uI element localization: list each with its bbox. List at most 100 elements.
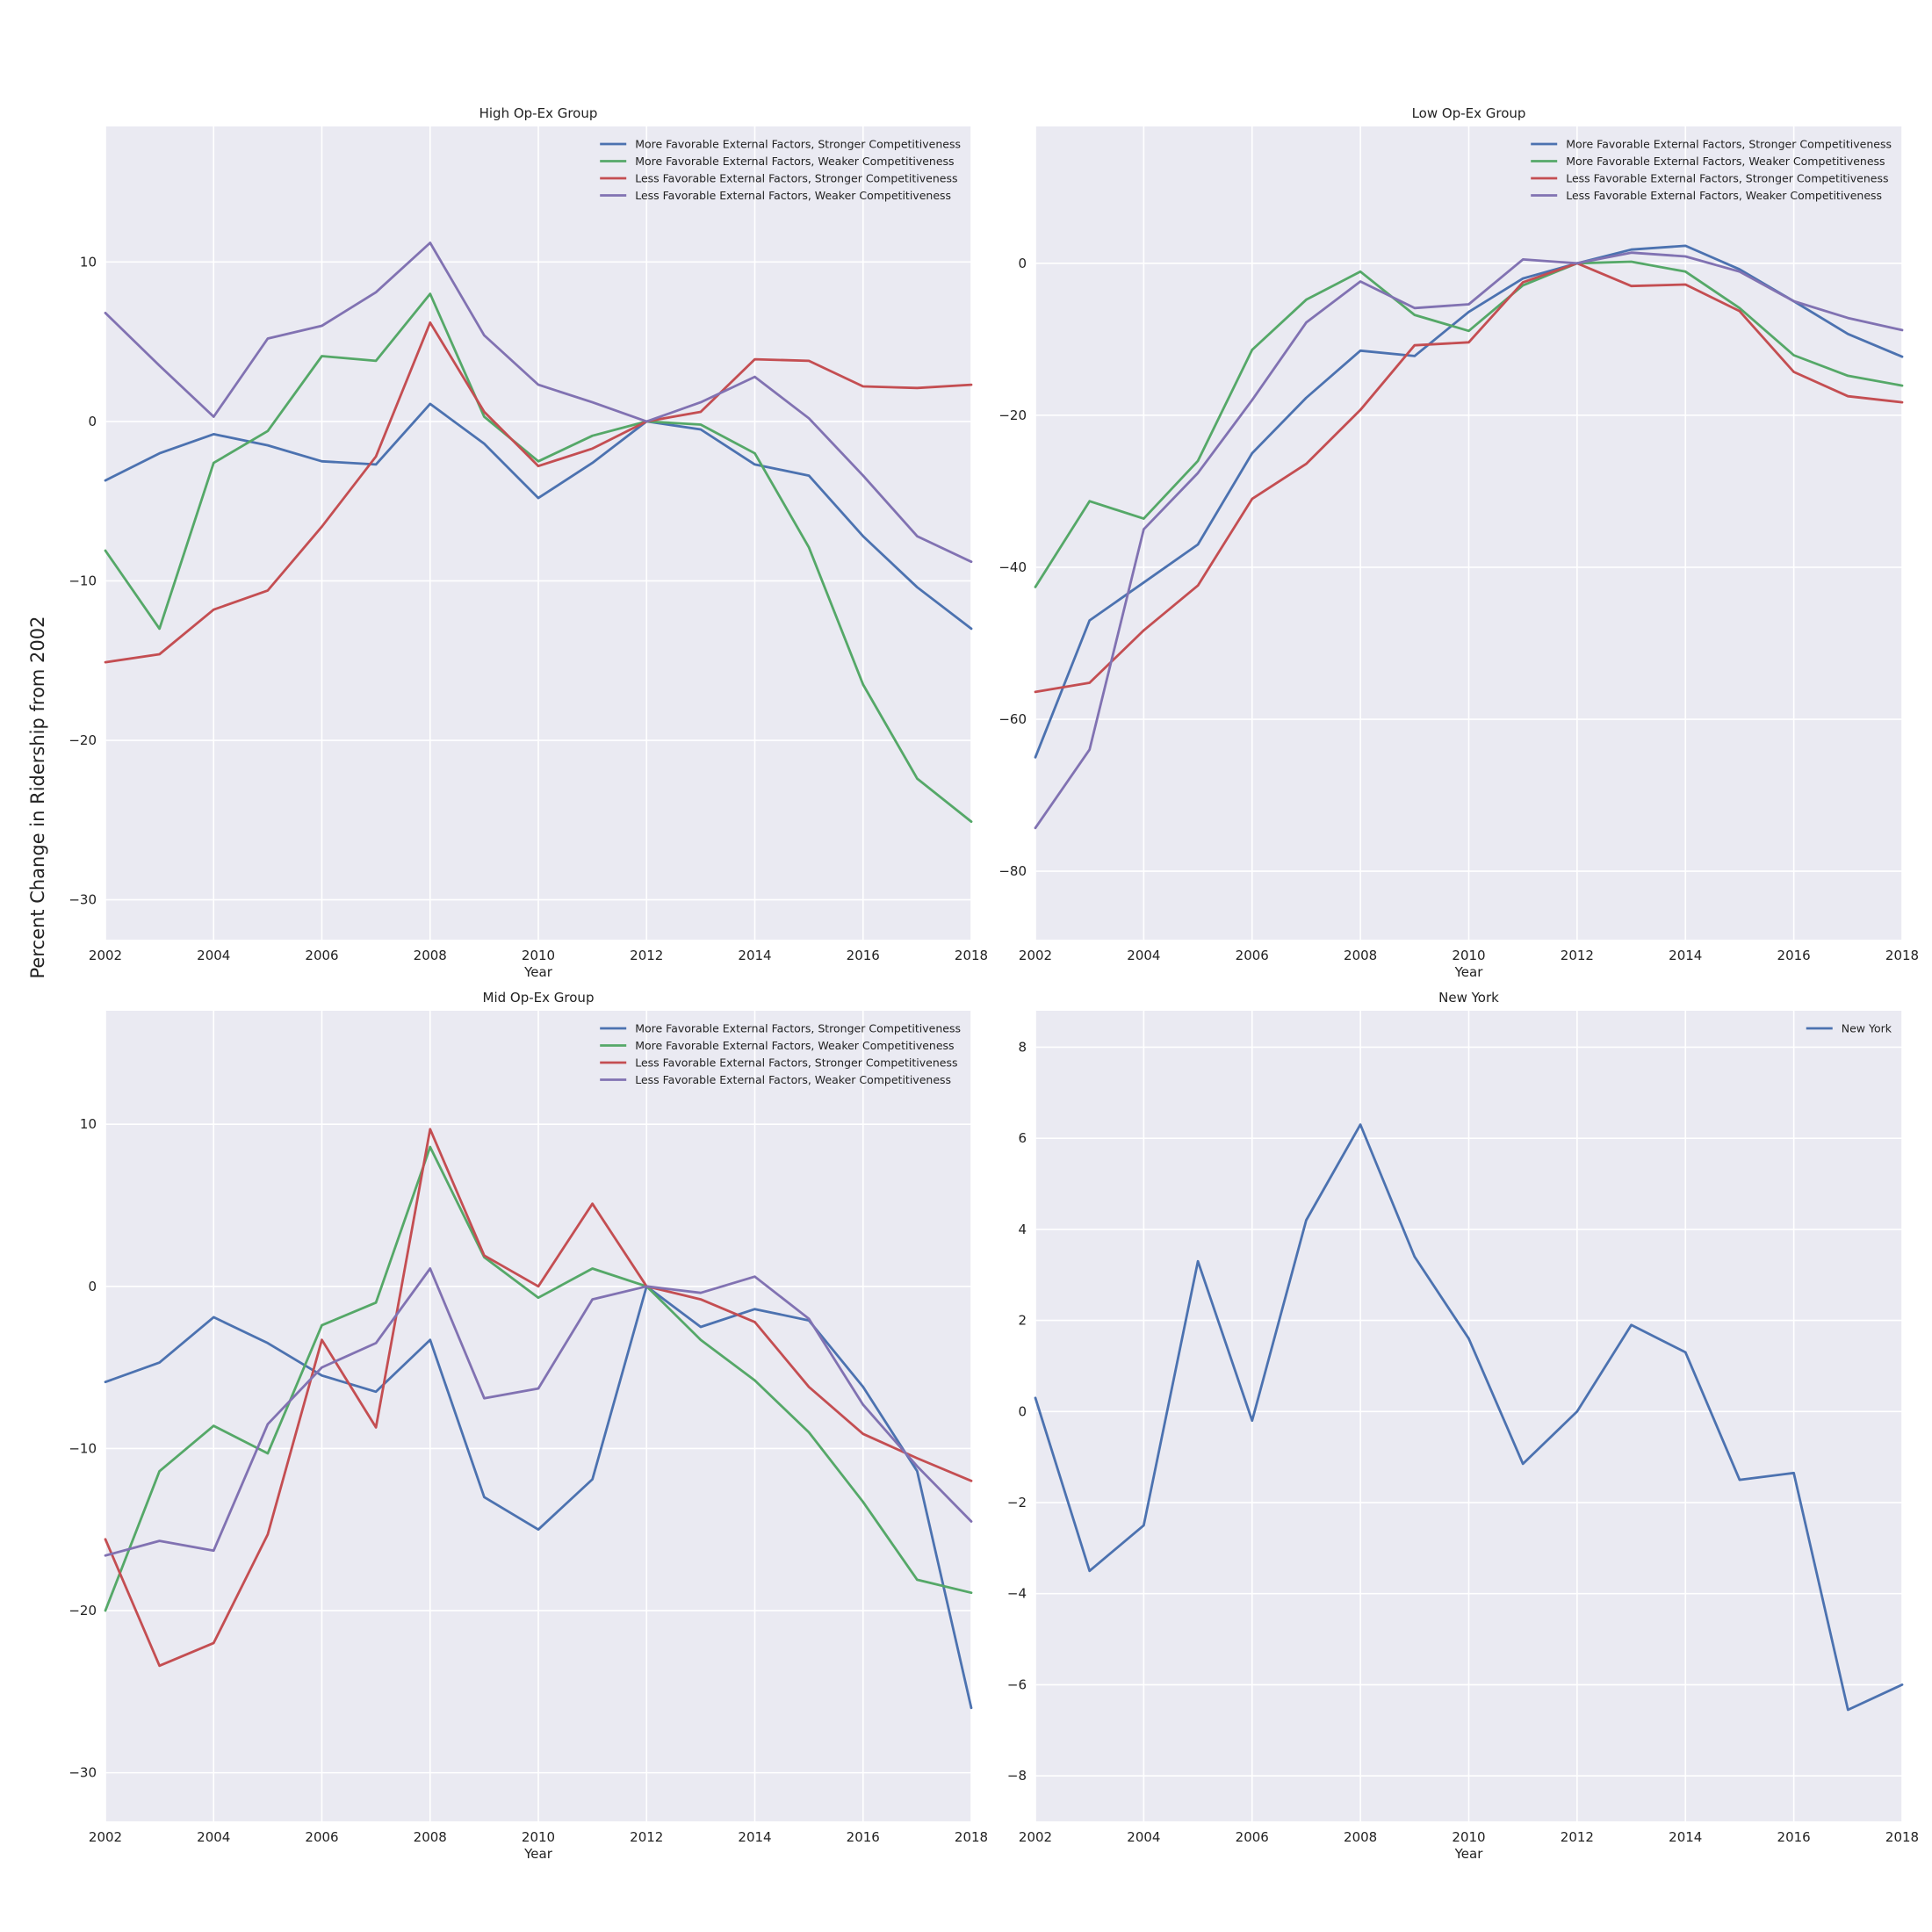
x-tick-label: 2018 <box>1885 1829 1919 1845</box>
y-tick-label: −60 <box>998 711 1027 727</box>
y-tick-label: 4 <box>1018 1222 1027 1237</box>
x-tick-label: 2018 <box>955 948 988 963</box>
x-tick-label: 2002 <box>89 948 122 963</box>
x-tick-label: 2010 <box>522 1829 555 1845</box>
x-axis-label: Year <box>1454 964 1484 980</box>
y-tick-label: −10 <box>68 573 97 588</box>
x-tick-label: 2006 <box>1236 1829 1269 1845</box>
legend-label: More Favorable External Factors, Weaker … <box>635 155 954 168</box>
series-line-more-favorable-external-factors-weaker-competitiveness <box>104 292 973 823</box>
series-line-less-favorable-external-factors-stronger-competitiveness <box>104 1128 973 1668</box>
legend-label: More Favorable External Factors, Weaker … <box>1566 155 1885 168</box>
y-tick-label: 6 <box>1018 1130 1027 1146</box>
legend-label: New York <box>1842 1022 1892 1035</box>
x-axis-label: Year <box>1454 1846 1484 1862</box>
legend: New York <box>1806 1022 1892 1035</box>
y-tick-label: −10 <box>68 1440 97 1456</box>
subplot-title: New York <box>1438 990 1499 1006</box>
y-tick-label: 10 <box>80 1116 97 1132</box>
subplot-mid-opex: 2002 2004 2006 2008 2010 2012 2014 2016 2018 −30 −… <box>68 990 988 1862</box>
y-tick-label: −20 <box>68 1603 97 1618</box>
x-tick-label: 2016 <box>847 948 880 963</box>
x-tick-label: 2014 <box>1669 1829 1702 1845</box>
x-tick-label: 2014 <box>1669 948 1702 963</box>
y-tick-label: −40 <box>998 559 1027 575</box>
y-tick-label: 10 <box>80 254 97 270</box>
legend-label: Less Favorable External Factors, Stronge… <box>635 172 957 185</box>
legend: More Favorable External Factors, Stronge… <box>600 1022 961 1086</box>
series-line-less-favorable-external-factors-weaker-competitiveness <box>1034 251 1904 830</box>
legend-label: Less Favorable External Factors, Stronge… <box>1566 172 1888 185</box>
y-tick-label: 0 <box>88 1279 97 1294</box>
y-tick-label: −6 <box>1007 1676 1027 1692</box>
x-tick-label: 2002 <box>1019 1829 1052 1845</box>
x-axis-label: Year <box>523 964 553 980</box>
legend-label: More Favorable External Factors, Stronge… <box>635 138 961 151</box>
series-line-more-favorable-external-factors-weaker-competitiveness <box>104 1145 973 1612</box>
x-tick-label: 2018 <box>1885 948 1919 963</box>
x-tick-label: 2008 <box>414 1829 447 1845</box>
legend-label: More Favorable External Factors, Stronge… <box>1566 138 1892 151</box>
x-tick-label: 2010 <box>1452 1829 1485 1845</box>
subplot-title: High Op-Ex Group <box>479 105 598 121</box>
subplot-title: Mid Op-Ex Group <box>483 990 595 1006</box>
legend-label: Less Favorable External Factors, Weaker … <box>635 1073 951 1086</box>
y-tick-label: 0 <box>1018 256 1027 271</box>
subplot-title: Low Op-Ex Group <box>1412 105 1526 121</box>
series-line-more-favorable-external-factors-stronger-competitiveness <box>1034 244 1904 759</box>
x-tick-label: 2012 <box>630 948 663 963</box>
series-line-less-favorable-external-factors-weaker-competitiveness <box>104 242 973 564</box>
x-tick-label: 2014 <box>738 948 771 963</box>
x-tick-label: 2004 <box>1127 1829 1160 1845</box>
x-tick-label: 2012 <box>1561 1829 1594 1845</box>
series-line-less-favorable-external-factors-weaker-competitiveness <box>104 1267 973 1557</box>
series-line-less-favorable-external-factors-stronger-competitiveness <box>104 321 973 664</box>
x-tick-label: 2004 <box>1127 948 1160 963</box>
x-tick-label: 2016 <box>1777 1829 1811 1845</box>
x-tick-label: 2006 <box>1236 948 1269 963</box>
legend-label: Less Favorable External Factors, Weaker … <box>1566 189 1882 202</box>
series-line-more-favorable-external-factors-weaker-competitiveness <box>1034 260 1904 588</box>
x-tick-label: 2012 <box>630 1829 663 1845</box>
legend-label: Less Favorable External Factors, Stronge… <box>635 1056 957 1070</box>
x-tick-label: 2016 <box>1777 948 1811 963</box>
x-tick-label: 2010 <box>522 948 555 963</box>
series-line-more-favorable-external-factors-stronger-competitiveness <box>104 1285 973 1710</box>
y-tick-label: 8 <box>1018 1039 1027 1055</box>
x-tick-label: 2010 <box>1452 948 1485 963</box>
subplot-new-york: 2002 2004 2006 2008 2010 2012 2014 2016 2018 −8 −6… <box>1007 990 1919 1862</box>
legend-label: More Favorable External Factors, Stronge… <box>635 1022 961 1035</box>
y-tick-label: 0 <box>88 414 97 429</box>
legend: More Favorable External Factors, Stronge… <box>600 138 961 202</box>
y-tick-label: −30 <box>68 892 97 908</box>
x-tick-label: 2008 <box>1344 948 1377 963</box>
y-tick-label: −80 <box>998 863 1027 879</box>
x-tick-label: 2018 <box>955 1829 988 1845</box>
y-tick-label: −30 <box>68 1765 97 1781</box>
y-tick-label: −4 <box>1007 1586 1027 1602</box>
figure-ylabel: Percent Change in Ridership from 2002 <box>27 616 48 979</box>
y-tick-label: −8 <box>1007 1768 1027 1784</box>
legend-label: More Favorable External Factors, Weaker … <box>635 1039 954 1052</box>
x-tick-label: 2012 <box>1561 948 1594 963</box>
y-tick-label: 2 <box>1018 1313 1027 1329</box>
y-tick-label: 0 <box>1018 1403 1027 1419</box>
x-tick-label: 2006 <box>305 1829 338 1845</box>
x-tick-label: 2016 <box>847 1829 880 1845</box>
x-axis-label: Year <box>523 1846 553 1862</box>
y-tick-label: −2 <box>1007 1495 1027 1510</box>
x-tick-label: 2004 <box>197 1829 230 1845</box>
subplot-low-opex: 2002 2004 2006 2008 2010 2012 2014 2016 2018 −80 −… <box>998 105 1919 980</box>
series-line-new-york <box>1034 1123 1904 1712</box>
x-tick-label: 2002 <box>1019 948 1052 963</box>
series-line-less-favorable-external-factors-stronger-competitiveness <box>1034 262 1904 694</box>
subplot-high-opex: 2002 2004 2006 2008 2010 2012 2014 2016 2018 −30 −… <box>68 105 988 980</box>
legend-label: Less Favorable External Factors, Weaker … <box>635 189 951 202</box>
x-tick-label: 2008 <box>414 948 447 963</box>
x-tick-label: 2006 <box>305 948 338 963</box>
x-tick-label: 2008 <box>1344 1829 1377 1845</box>
x-tick-label: 2002 <box>89 1829 122 1845</box>
legend: More Favorable External Factors, Stronge… <box>1531 138 1892 202</box>
x-tick-label: 2004 <box>197 948 230 963</box>
